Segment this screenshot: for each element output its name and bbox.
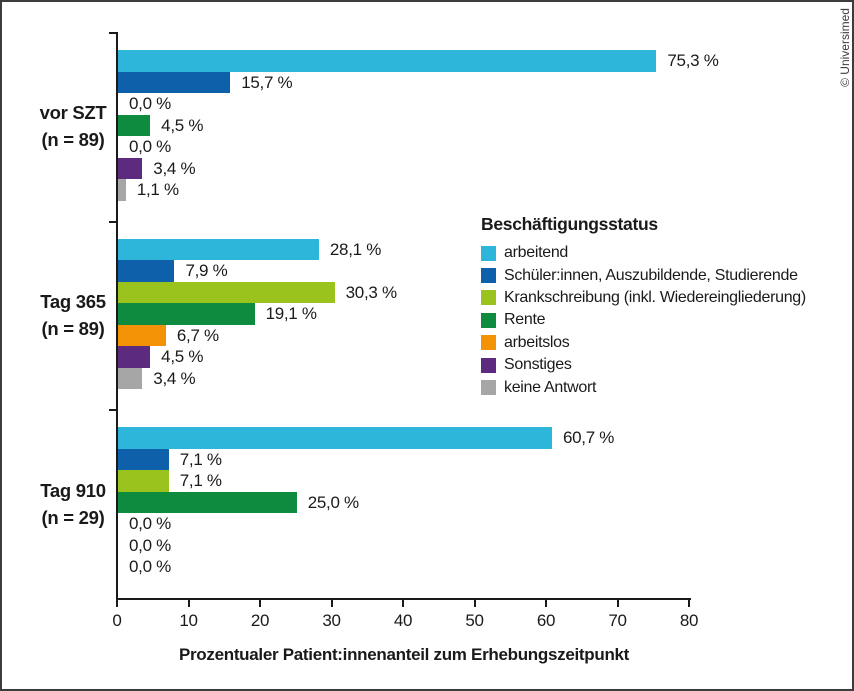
legend-color-swatch — [481, 268, 496, 284]
legend-color-swatch — [481, 290, 496, 306]
legend-color-swatch — [481, 357, 496, 373]
bar-value-label: 7,1 % — [179, 471, 222, 491]
bar-value-label: 4,5 % — [161, 347, 204, 367]
copyright-credit: © Universimed — [838, 8, 852, 87]
bar-value-label: 0,0 % — [129, 514, 171, 534]
bar-value-label: 0,0 % — [129, 535, 171, 555]
bar-rente — [118, 114, 151, 136]
legend-item-label: keine Antwort — [504, 378, 597, 396]
bar-keine-antwort — [118, 179, 126, 201]
bar-value-label: 25,0 % — [307, 492, 359, 512]
group-label-time: vor SZT — [39, 102, 107, 124]
x-tick-label: 40 — [393, 611, 413, 630]
legend-item: arbeitend — [481, 242, 806, 264]
bar-value-label: 60,7 % — [563, 428, 615, 448]
group-label: Tag 365 (n = 89) — [20, 221, 126, 410]
x-tick — [187, 598, 190, 607]
x-tick-label: 80 — [679, 611, 699, 630]
legend-item: arbeitslos — [481, 332, 806, 354]
legend-item: Krankschreibung (inkl. Wiedereingliederu… — [481, 287, 806, 309]
y-axis-group-tick — [109, 32, 116, 34]
bar-value-label: 0,0 % — [129, 94, 171, 113]
x-tick-label: 70 — [608, 611, 627, 630]
legend-item: Schüler:innen, Auszubildende, Studierend… — [481, 264, 806, 286]
group-label: vor SZT (n = 89) — [20, 32, 126, 221]
legend-item-label: arbeitend — [504, 244, 569, 262]
bar-value-label: 3,4 % — [153, 368, 196, 388]
bar-keine-antwort — [118, 367, 143, 390]
bar-arbeitend — [118, 427, 552, 449]
y-axis-group-tick — [109, 220, 116, 223]
legend-item: keine Antwort — [481, 376, 806, 398]
group-label-time: Tag 365 — [40, 290, 106, 312]
x-tick-label: 30 — [322, 611, 341, 630]
legend-item: Sonstiges — [481, 354, 806, 376]
x-tick — [616, 598, 619, 607]
x-tick-label: 50 — [465, 611, 484, 630]
x-tick — [473, 598, 476, 607]
legend-title: Beschäftigungsstatus — [481, 214, 658, 234]
bar-sonstiges — [118, 346, 151, 368]
bar-value-label: 15,7 % — [241, 72, 293, 92]
group-label-n: (n = 29) — [41, 506, 105, 528]
x-tick — [688, 598, 690, 607]
x-axis-title: Prozentualer Patient:innenanteil zum Erh… — [178, 645, 630, 664]
legend-item-label: Schüler:innen, Auszubildende, Studierend… — [504, 266, 798, 284]
legend-color-swatch — [481, 312, 496, 328]
bar-value-label: 4,5 % — [161, 115, 204, 135]
group-label: Tag 910 (n = 29) — [20, 409, 126, 598]
x-tick — [259, 598, 261, 607]
x-tick-label: 10 — [179, 611, 198, 630]
legend-item-label: Krankschreibung (inkl. Wiedereingliederu… — [504, 288, 806, 306]
x-tick — [116, 598, 118, 607]
legend-color-swatch — [481, 335, 496, 351]
bar-krankschreibung-inkl-wiedereingliederung- — [118, 470, 169, 492]
x-tick — [330, 598, 333, 607]
bar-rente — [118, 303, 255, 325]
x-tick-label: 0 — [112, 611, 122, 630]
x-tick — [402, 598, 404, 607]
bar-rente — [118, 491, 297, 514]
y-axis-group-tick — [109, 409, 116, 412]
bar-value-label: 6,7 % — [176, 325, 219, 345]
x-tick-label: 60 — [536, 611, 556, 630]
legend-item-label: Rente — [504, 311, 546, 329]
bar-value-label: 7,1 % — [179, 449, 222, 469]
group-label-time: Tag 910 — [40, 479, 106, 501]
bar-value-label: 28,1 % — [329, 239, 382, 259]
bar-sch-ler-innen-auszubildende-studierende — [118, 71, 231, 93]
legend-color-swatch — [481, 380, 496, 396]
bar-krankschreibung-inkl-wiedereingliederung- — [118, 281, 335, 304]
bar-sch-ler-innen-auszubildende-studierende — [118, 260, 175, 282]
bar-value-label: 1,1 % — [136, 180, 179, 199]
legend-item-label: arbeitslos — [504, 333, 570, 351]
x-tick-label: 20 — [250, 611, 270, 630]
y-axis-line — [116, 32, 118, 600]
bar-value-label: 7,9 % — [185, 261, 228, 281]
bar-sch-ler-innen-auszubildende-studierende — [118, 448, 169, 471]
bar-sonstiges — [118, 157, 143, 179]
bar-arbeitend — [118, 50, 657, 72]
bar-value-label: 0,0 % — [129, 137, 171, 156]
group-label-n: (n = 89) — [41, 317, 105, 339]
bar-value-label: 3,4 % — [153, 158, 196, 178]
group-label-n: (n = 89) — [41, 129, 105, 151]
bar-value-label: 30,3 % — [345, 282, 397, 302]
bar-value-label: 75,3 % — [667, 51, 719, 70]
bar-value-label: 19,1 % — [265, 304, 317, 324]
bar-arbeitslos — [118, 324, 166, 347]
legend-item: Rente — [481, 309, 806, 331]
legend-color-swatch — [481, 245, 496, 261]
bar-arbeitend — [118, 238, 319, 261]
bar-value-label: 0,0 % — [129, 557, 171, 577]
legend-item-label: Sonstiges — [504, 356, 572, 374]
x-tick — [545, 598, 547, 607]
legend: Beschäftigungsstatus arbeitend Schüler:in… — [481, 214, 806, 399]
